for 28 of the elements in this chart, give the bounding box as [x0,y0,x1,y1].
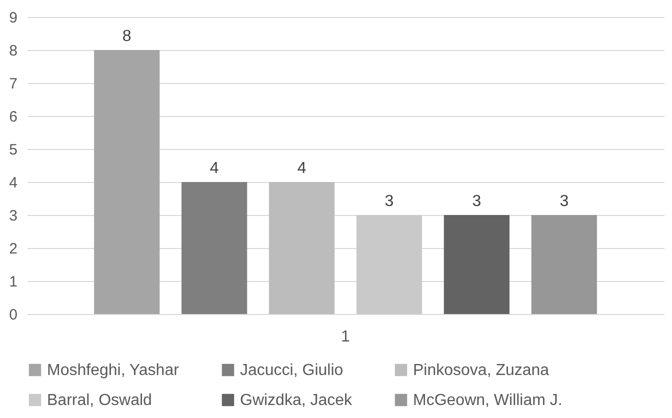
legend-label: Gwizdka, Jacek [240,392,354,409]
bar [531,215,597,314]
y-tick-label: 8 [9,42,18,60]
legend-label: Moshfeghi, Yashar [47,362,180,379]
legend-label: Barral, Oswald [47,392,152,409]
bar [94,50,160,314]
y-tick-label: 7 [9,76,18,92]
data-label: 4 [210,160,219,177]
y-tick-label: 5 [9,142,18,158]
y-tick-label: 2 [9,240,18,258]
bar [182,182,248,314]
data-label: 3 [384,193,394,210]
y-tick-label: 6 [9,108,18,126]
y-tick-label: 3 [9,208,18,224]
legend-label: Pinkosova, Zuzana [413,362,550,379]
y-tick-label: 0 [9,306,18,324]
y-tick-label: 1 [9,274,18,290]
bar [268,182,335,314]
bar [444,215,510,314]
data-label: 8 [122,28,132,45]
legend-label: McGeown, William J. [413,392,562,409]
legend-label: Jacucci, Giulio [240,362,344,379]
y-tick-label: 4 [9,174,18,192]
data-label: 4 [297,160,306,177]
y-tick-label: 9 [9,10,18,26]
data-label: 3 [472,193,482,210]
data-label: 3 [560,193,569,210]
bar [356,215,422,314]
